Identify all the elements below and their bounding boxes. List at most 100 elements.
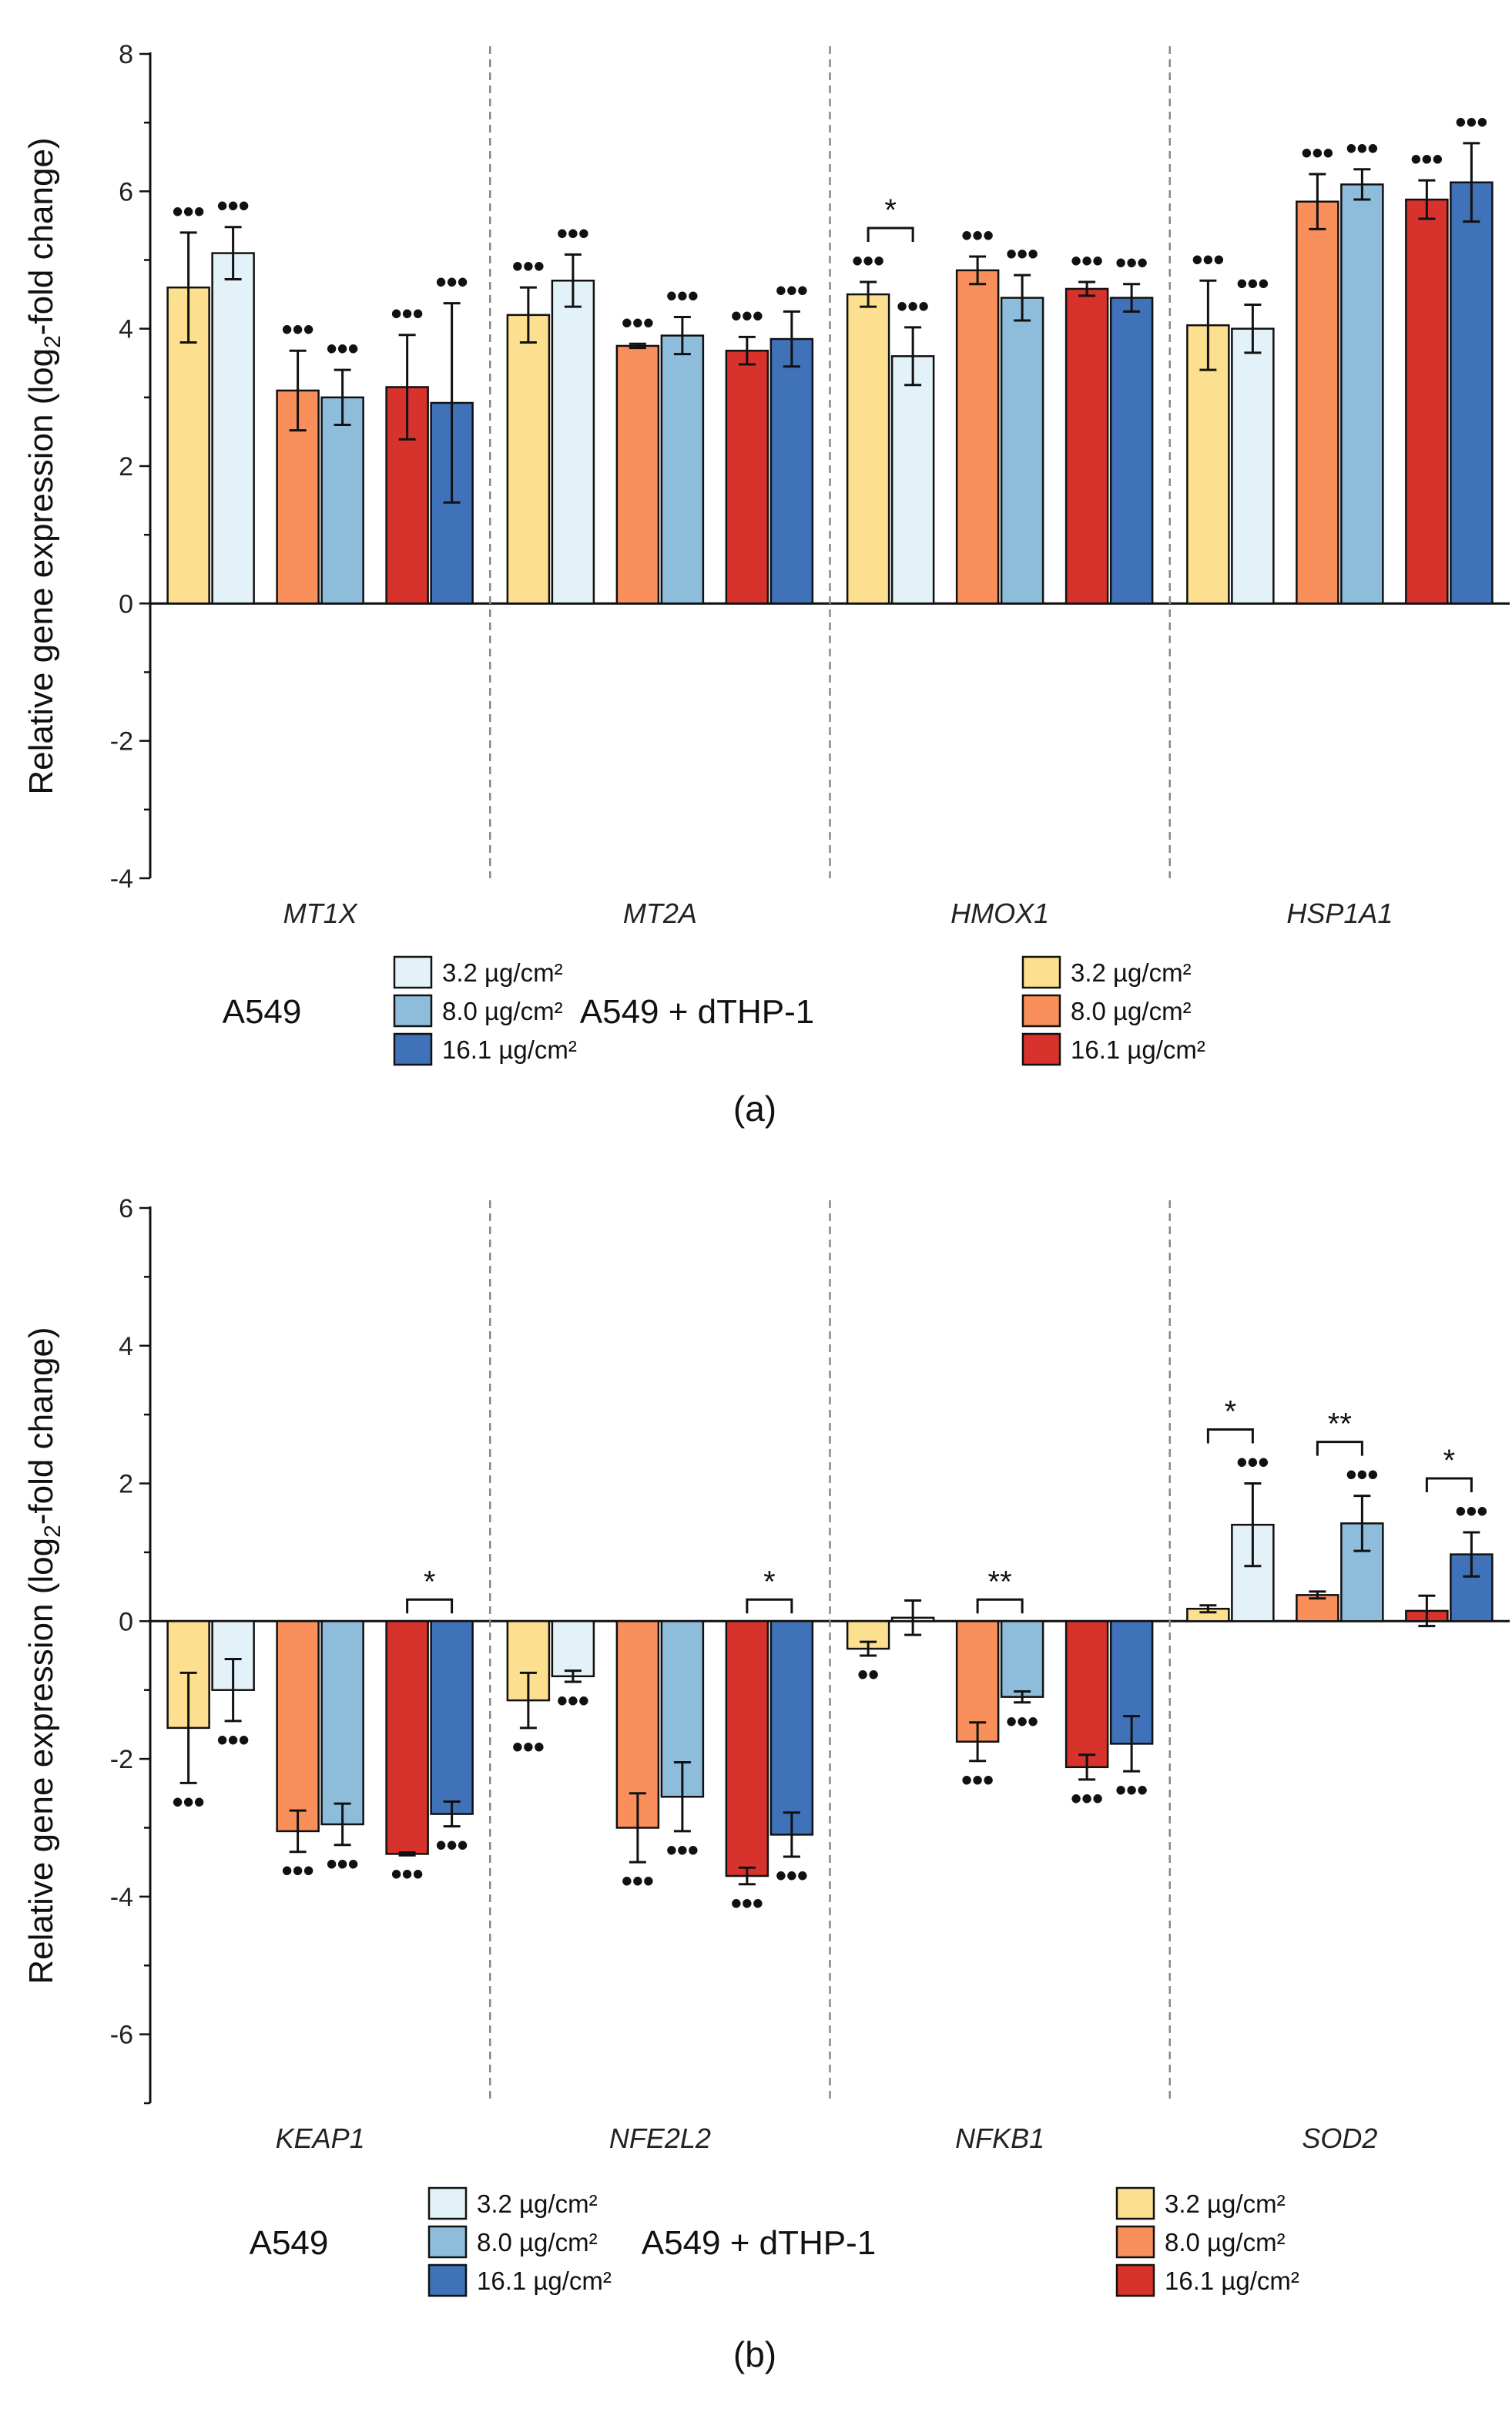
bar bbox=[846, 293, 890, 605]
y-tick-label: -4 bbox=[110, 864, 133, 894]
legend-swatch bbox=[427, 2225, 468, 2259]
significance-dots: ••• bbox=[852, 244, 884, 278]
bar bbox=[615, 344, 660, 605]
significance-dots: ••• bbox=[282, 1854, 314, 1888]
significance-dots: ••• bbox=[557, 216, 589, 250]
y-tick-label: -4 bbox=[110, 1883, 133, 1912]
panel-label: (a) bbox=[733, 1089, 776, 1129]
significance-dots: ••• bbox=[1410, 143, 1443, 176]
legend-swatch bbox=[427, 2263, 468, 2297]
significance-dots: ••• bbox=[1346, 1458, 1378, 1492]
significance-dots: ••• bbox=[512, 1730, 545, 1764]
legend-swatch bbox=[1021, 1032, 1061, 1066]
legend-swatch bbox=[393, 1032, 433, 1066]
significance-dots: ••• bbox=[173, 195, 205, 229]
gene-label: HSP1A1 bbox=[1286, 898, 1393, 929]
gene-label: SOD2 bbox=[1302, 2122, 1377, 2154]
bar bbox=[1109, 297, 1154, 605]
legend-swatch bbox=[393, 955, 433, 989]
legend-group-b: A549 + dTHP-1 bbox=[580, 993, 815, 1031]
y-axis-label-main: Relative gene expression (log bbox=[22, 1538, 60, 1985]
significance-dots: ••• bbox=[512, 250, 545, 284]
bar bbox=[725, 1620, 769, 1877]
bar bbox=[551, 280, 595, 605]
y-axis-label-tail: -fold change) bbox=[22, 137, 60, 335]
legend-item: 3.2 µg/cm² bbox=[1165, 2189, 1286, 2218]
gene-label: HMOX1 bbox=[950, 898, 1049, 929]
significance-dots: ••• bbox=[1455, 1495, 1487, 1528]
bar bbox=[385, 1620, 429, 1855]
legend-swatch bbox=[393, 994, 433, 1028]
bar bbox=[1000, 297, 1044, 605]
significance-dots: ••• bbox=[666, 280, 699, 314]
significance-dots: ••• bbox=[1192, 243, 1224, 277]
comparison-bracket bbox=[1206, 1428, 1254, 1444]
significance-dots: ••• bbox=[1071, 244, 1103, 278]
significance-dots: ••• bbox=[1115, 1773, 1148, 1807]
comparison-bracket bbox=[867, 226, 914, 243]
comparison-significance: * bbox=[884, 193, 897, 227]
y-axis-label-subscript: 2 bbox=[40, 335, 65, 348]
bar bbox=[430, 1620, 474, 1815]
y-tick-label: 2 bbox=[119, 452, 133, 482]
bar bbox=[1064, 287, 1109, 605]
legend-item: 3.2 µg/cm² bbox=[477, 2189, 598, 2218]
bar bbox=[166, 286, 210, 605]
gene-label: NFE2L2 bbox=[609, 2122, 711, 2154]
bar bbox=[725, 349, 769, 605]
comparison-bracket bbox=[1425, 1477, 1473, 1492]
significance-dots: ••• bbox=[622, 1864, 654, 1898]
significance-dots: ••• bbox=[327, 1847, 359, 1881]
bar bbox=[1231, 327, 1275, 605]
bar bbox=[1340, 183, 1384, 605]
comparison-significance: ** bbox=[1328, 1408, 1352, 1441]
significance-dots: ••• bbox=[776, 1859, 808, 1893]
panel-label: (b) bbox=[733, 2334, 776, 2374]
comparison-significance: * bbox=[424, 1565, 436, 1599]
significance-dots: ••• bbox=[1455, 106, 1487, 139]
gene-label: MT1X bbox=[283, 898, 359, 929]
significance-dots: ••• bbox=[1115, 247, 1148, 280]
legend-swatch bbox=[1021, 955, 1061, 989]
bar bbox=[211, 252, 255, 605]
bar bbox=[320, 396, 364, 605]
legend-group-a: A549 bbox=[223, 993, 302, 1031]
significance-dots: ••• bbox=[731, 299, 763, 333]
significance-dots: ••• bbox=[1301, 136, 1333, 170]
comparison-bracket bbox=[406, 1598, 454, 1614]
significance-dots: ••• bbox=[391, 1857, 424, 1891]
y-tick-label: 4 bbox=[119, 1332, 133, 1361]
significance-dots: ••• bbox=[557, 1684, 589, 1718]
y-axis-label: Relative gene expression (log2-fold chan… bbox=[22, 137, 65, 794]
significance-dots: ••• bbox=[622, 306, 654, 340]
bar bbox=[660, 334, 705, 605]
significance-dots: ••• bbox=[731, 1887, 763, 1921]
y-tick-label: 2 bbox=[119, 1470, 133, 1499]
comparison-bracket bbox=[746, 1598, 793, 1614]
significance-dots: ••• bbox=[217, 190, 250, 223]
significance-dots: ••• bbox=[436, 1829, 468, 1863]
legend-item: 16.1 µg/cm² bbox=[477, 2267, 612, 2295]
comparison-bracket bbox=[976, 1598, 1024, 1614]
legend-item: 16.1 µg/cm² bbox=[442, 1035, 577, 1064]
comparison-significance: * bbox=[1225, 1395, 1237, 1429]
bar bbox=[320, 1620, 364, 1826]
bar bbox=[551, 1620, 595, 1678]
y-axis-label-tail: -fold change) bbox=[22, 1327, 60, 1525]
legend-swatch bbox=[1021, 994, 1061, 1028]
y-tick-label: 8 bbox=[119, 40, 133, 69]
significance-dots: ••• bbox=[1006, 1705, 1038, 1739]
significance-dots: ••• bbox=[436, 266, 468, 300]
significance-dots: ••• bbox=[391, 297, 424, 331]
legend-swatch bbox=[1115, 2263, 1155, 2297]
bar bbox=[1450, 181, 1494, 605]
y-tick-label: 6 bbox=[119, 177, 133, 206]
bar bbox=[955, 269, 1000, 605]
significance-dots: ••• bbox=[173, 1785, 205, 1819]
significance-dots: ••• bbox=[961, 1763, 994, 1797]
legend-group-b: A549 + dTHP-1 bbox=[642, 2224, 877, 2262]
y-tick-label: -2 bbox=[110, 1745, 133, 1774]
y-tick-label: 4 bbox=[119, 315, 133, 344]
gene-label: KEAP1 bbox=[276, 2122, 365, 2154]
